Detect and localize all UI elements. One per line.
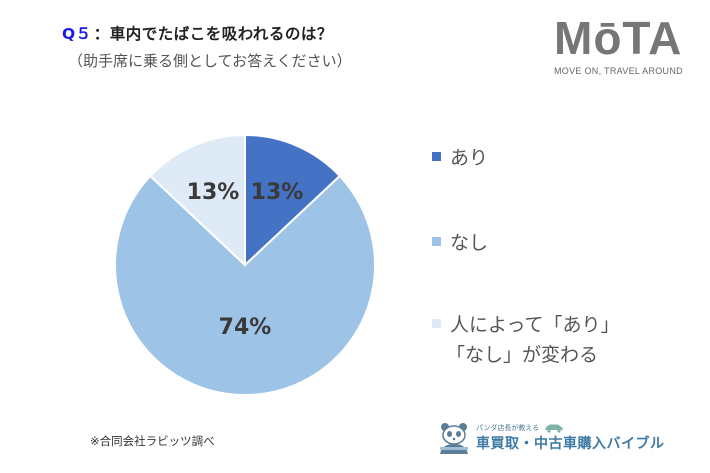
pie-label-2: 74% bbox=[219, 315, 272, 340]
pie-slice-2 bbox=[114, 174, 376, 396]
question-number: Q５ bbox=[62, 25, 92, 43]
bible-title: 車買取・中古車購入バイブル bbox=[476, 436, 665, 452]
source-note: ※合同会社ラビッツ調べ bbox=[90, 434, 215, 448]
legend-item-1: あり bbox=[432, 143, 488, 173]
legend-label: なし bbox=[450, 232, 489, 254]
pie-label-1: 13% bbox=[251, 180, 304, 205]
legend-label: あり bbox=[450, 147, 489, 169]
legend-item-2: なし bbox=[432, 228, 488, 258]
car-icon bbox=[545, 424, 564, 433]
bible-logo: パンダ店長が教える 車買取・中古車購入バイブル bbox=[436, 420, 665, 456]
bible-subtitle: パンダ店長が教える bbox=[476, 424, 540, 432]
mota-wordmark: MōTA bbox=[554, 12, 683, 64]
legend-swatch bbox=[432, 237, 441, 246]
mota-logo: MōTA MOVE ON, TRAVEL AROUND bbox=[554, 14, 694, 76]
mota-tagline: MOVE ON, TRAVEL AROUND bbox=[554, 66, 683, 76]
pie-label-3: 13% bbox=[187, 180, 240, 205]
chart-title: Q５ ：車内でたばこを吸われるのは？ bbox=[62, 22, 333, 44]
legend-swatch bbox=[432, 152, 441, 161]
panda-icon bbox=[440, 423, 468, 454]
pie-slice-3 bbox=[148, 133, 246, 268]
legend-item-3: 人によって「あり」 「なし」が変わる bbox=[432, 310, 619, 370]
pie-chart: 13% 74% 13% bbox=[114, 133, 376, 396]
legend-swatch bbox=[432, 319, 441, 328]
pie-slice-1 bbox=[244, 133, 342, 268]
chart-subtitle: （助手席に乗る側としてお答えください） bbox=[68, 52, 352, 70]
question-text: ：車内でたばこを吸われるのは？ bbox=[93, 25, 333, 43]
legend-label: 人によって「あり」 「なし」が変わる bbox=[446, 314, 620, 366]
